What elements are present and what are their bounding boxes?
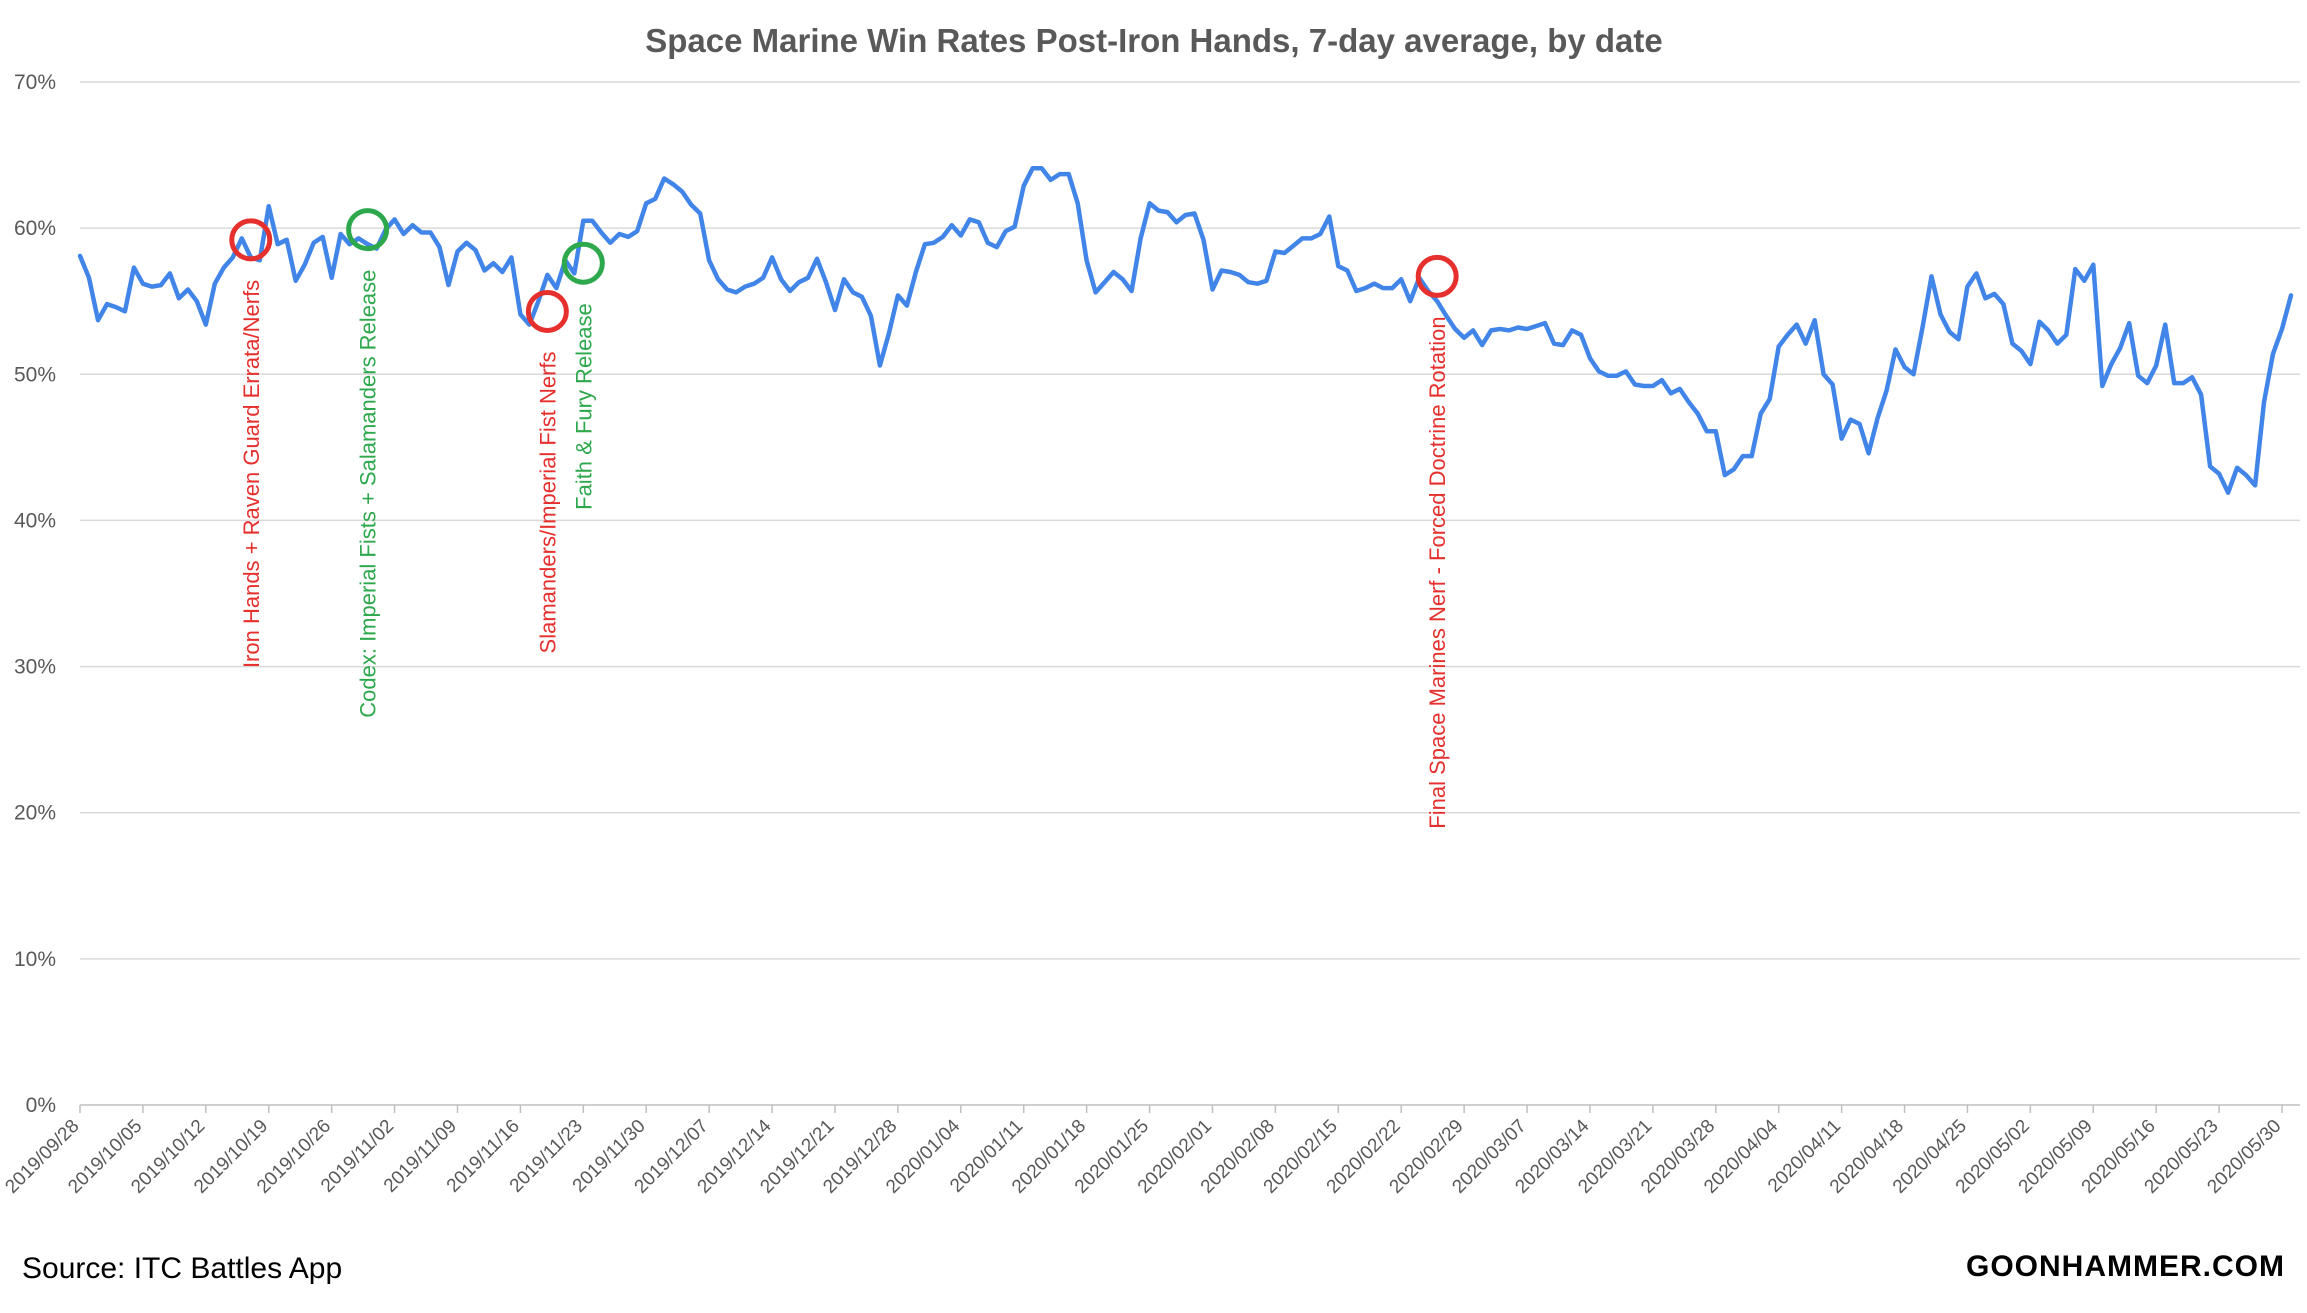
y-tick-label: 10% — [14, 948, 56, 971]
y-tick-label: 20% — [14, 802, 56, 825]
annotation-label: Iron Hands + Raven Guard Errata/Nerfs — [239, 280, 264, 668]
annotation-circle — [1415, 254, 1459, 298]
y-tick-label: 30% — [14, 656, 56, 679]
chart-title: Space Marine Win Rates Post-Iron Hands, … — [645, 22, 1663, 59]
series-lines — [77, 165, 2294, 495]
source-note: Source: ITC Battles App — [22, 1252, 343, 1285]
annotation-label: Final Space Marines Nerf - Forced Doctri… — [1425, 316, 1450, 828]
brand-logo-text: GOONHAMMER.COM — [1966, 1250, 2285, 1283]
annotation-circle — [525, 289, 569, 333]
annotations: Iron Hands + Raven Guard Errata/Nerfs Cod… — [229, 208, 1459, 829]
y-tick-label: 40% — [14, 509, 56, 532]
annotation-circle — [346, 208, 390, 252]
annotation-circle — [561, 241, 605, 285]
x-axis: 2019/09/282019/10/052019/10/122019/10/19… — [1, 1105, 2286, 1198]
y-tick-label: 50% — [14, 363, 56, 386]
y-tick-label: 0% — [26, 1094, 56, 1117]
annotation-label: Codex: Imperial Fists + Salamanders Rele… — [356, 270, 381, 718]
y-tick-label: 70% — [14, 71, 56, 94]
y-tick-label: 60% — [14, 217, 56, 240]
annotation-label: Slamanders/Imperial Fist Nerfs — [535, 351, 560, 653]
y-axis-tick-labels: 0% 10% 20% 30% 40% 50% 60% 70% — [14, 71, 56, 1117]
annotation-label: Faith & Fury Release — [571, 303, 596, 510]
annotation-circle — [229, 218, 273, 262]
series-line — [77, 165, 2294, 495]
gridlines — [80, 81, 2300, 1106]
